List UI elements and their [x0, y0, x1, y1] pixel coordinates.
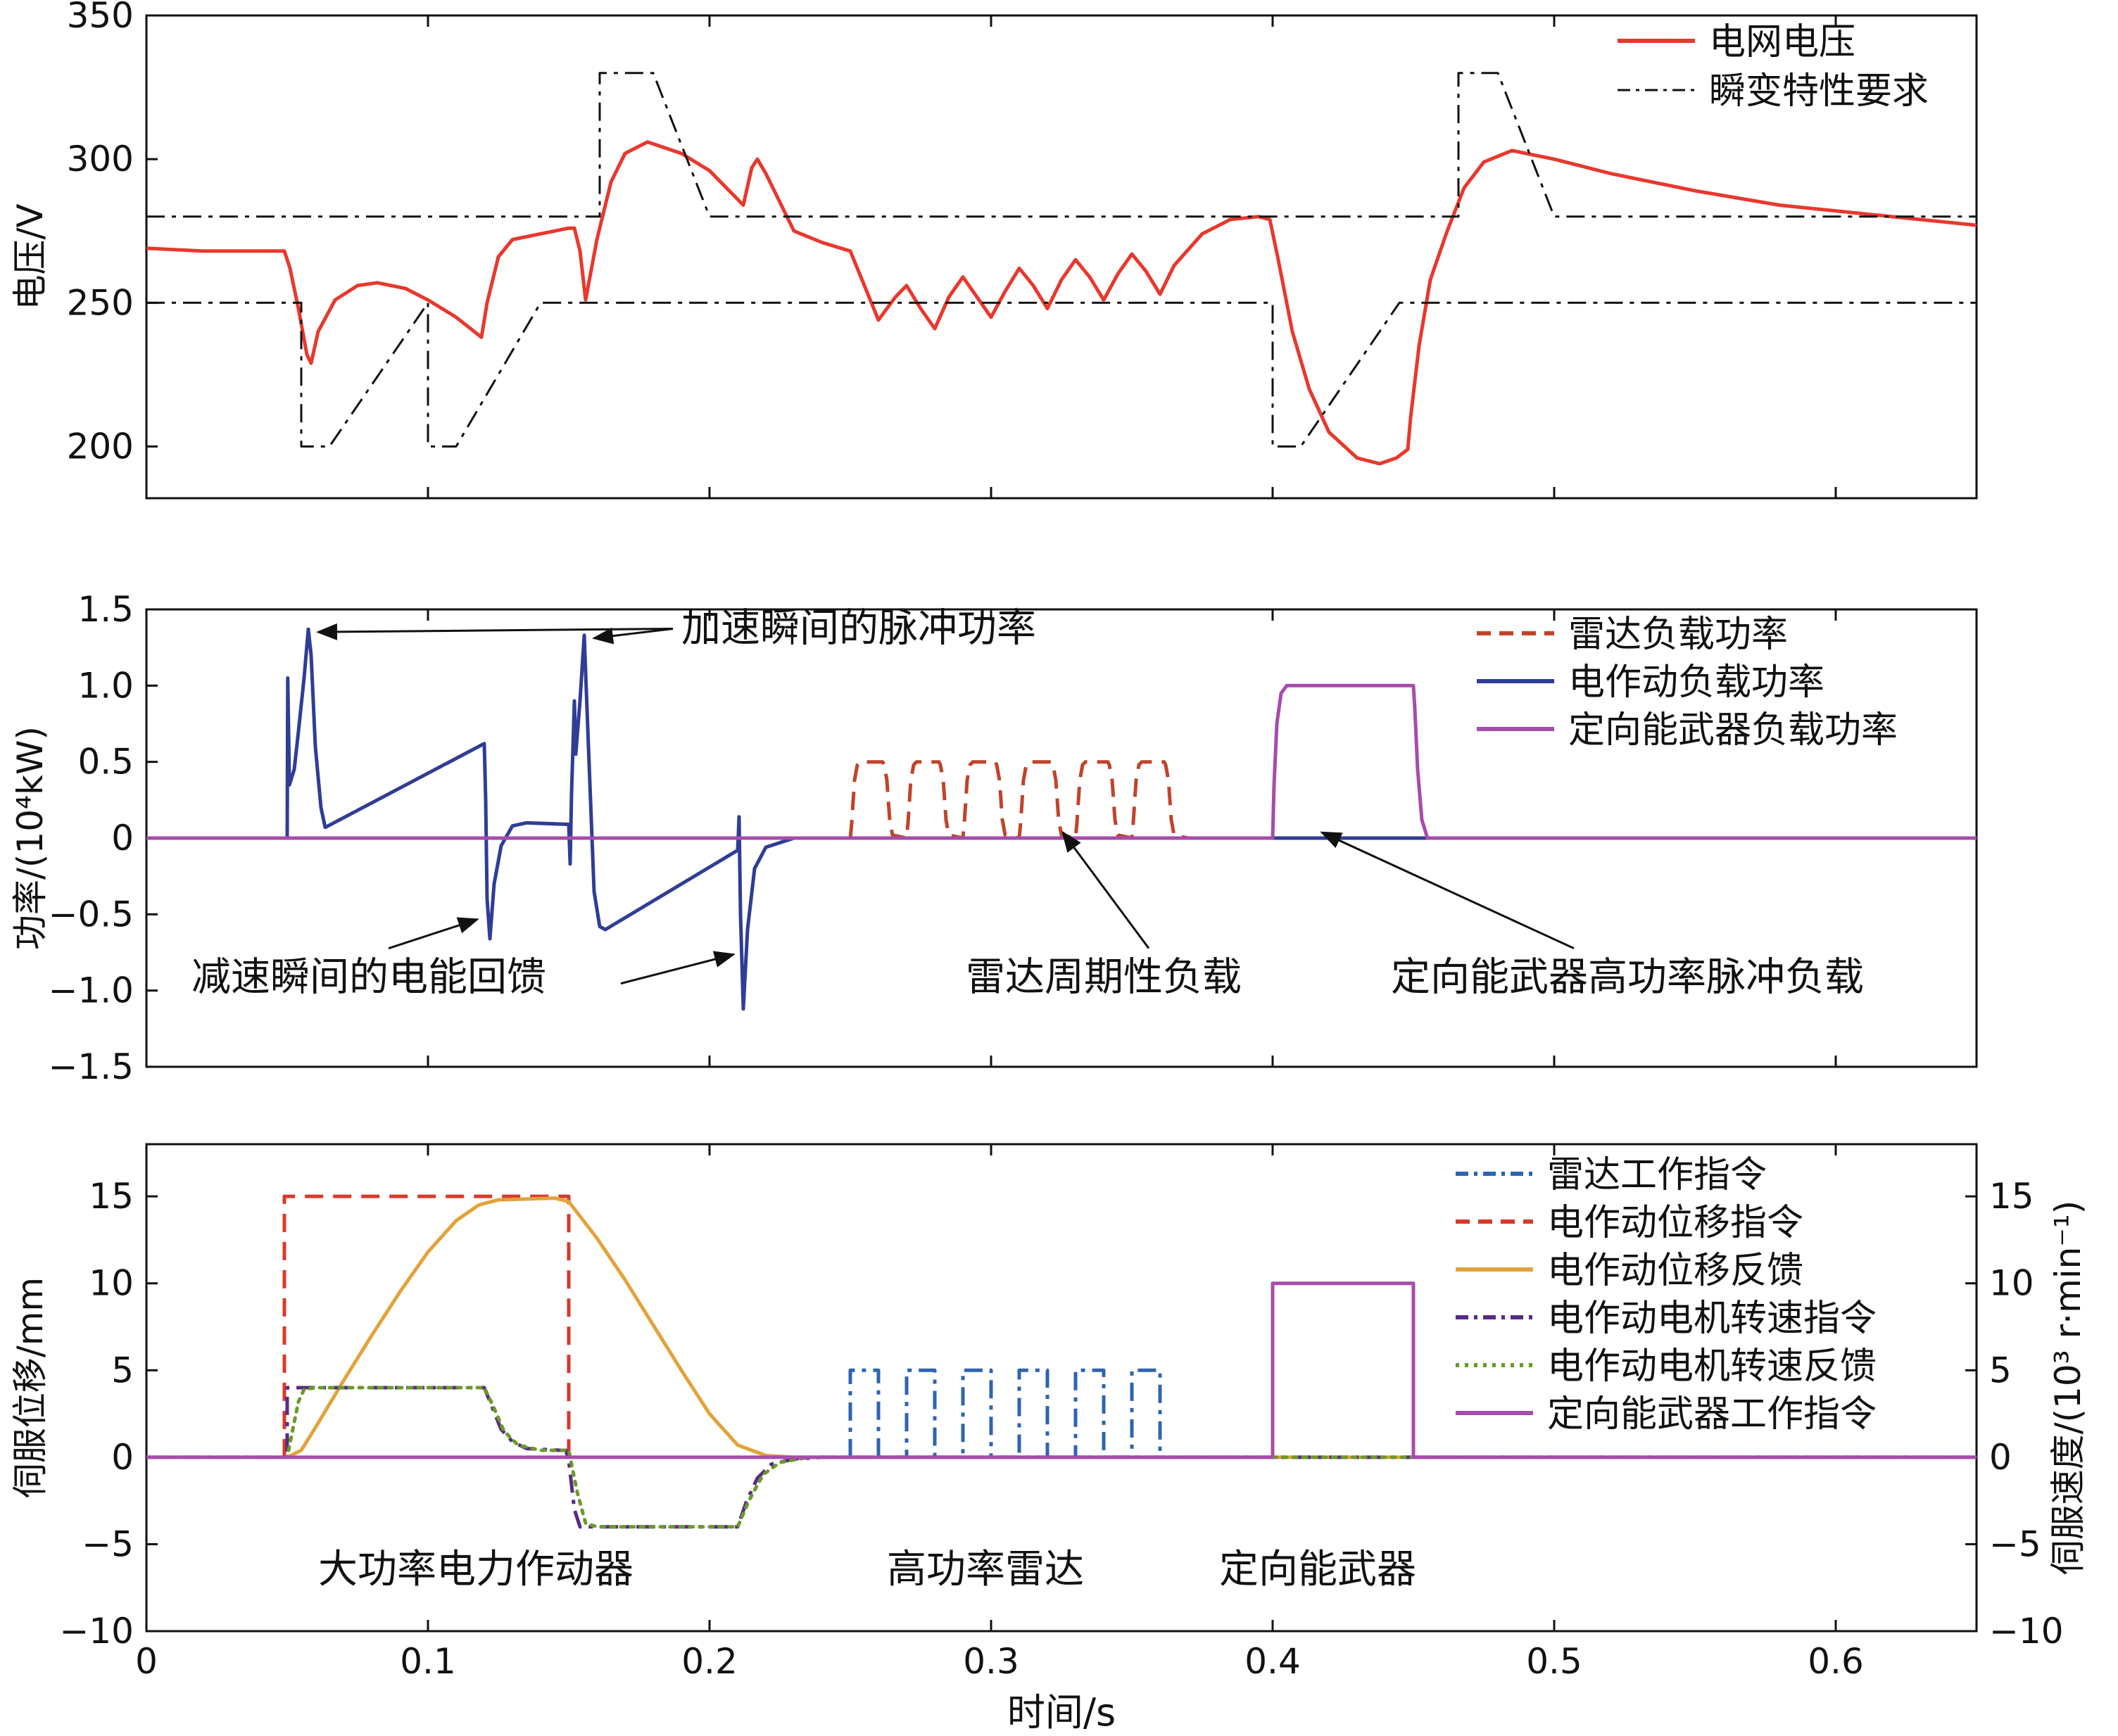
legend-label: 电作动位移指令 — [1547, 1202, 1803, 1244]
series-line-定向能武器负载功率 — [146, 683, 1977, 840]
series-line-瞬变特性要求 — [146, 72, 1977, 218]
annotation-text: 高功率雷达 — [887, 1547, 1084, 1592]
y-axis-label: 电压/V — [10, 203, 51, 310]
annotation-arrow — [592, 627, 674, 645]
y-right-tick-label: 0 — [1989, 1437, 2012, 1478]
series-line-定向能武器工作指令 — [146, 1281, 1977, 1459]
y-tick-label: 15 — [89, 1176, 134, 1217]
annotation-arrow — [388, 917, 479, 950]
legend-label: 雷达负载功率 — [1568, 614, 1788, 656]
y-tick-label: 300 — [67, 139, 134, 179]
x-tick-label: 0.3 — [963, 1641, 1019, 1682]
annotation-text: 大功率电力作动器 — [318, 1547, 633, 1592]
y-right-tick-label: −5 — [1989, 1523, 2041, 1564]
legend-label: 定向能武器工作指令 — [1547, 1393, 1877, 1436]
legend-label: 电网电压 — [1709, 21, 1855, 63]
y-tick-label: −1.5 — [49, 1046, 134, 1087]
legend-label: 电作动位移反馈 — [1547, 1250, 1803, 1292]
y-tick-label: 5 — [111, 1350, 134, 1390]
y-tick-label: −10 — [59, 1611, 134, 1652]
plot-frame — [145, 14, 1978, 500]
x-tick-label: 0.5 — [1526, 1641, 1582, 1682]
annotation-text: 定向能武器高功率脉冲负载 — [1391, 955, 1864, 1001]
y-axis-label: 伺服位移/mm — [10, 1277, 51, 1498]
series-line-requirement-lower — [146, 301, 1977, 448]
y-tick-label: 0 — [111, 818, 134, 859]
plot-frame — [145, 1143, 1978, 1633]
x-tick-label: 0.4 — [1244, 1641, 1301, 1682]
y-right-tick-label: 5 — [1989, 1350, 2012, 1390]
y-tick-label: 1.5 — [77, 589, 134, 630]
y-tick-label: 10 — [89, 1263, 134, 1304]
y-tick-label: 250 — [67, 282, 134, 323]
y-axis-label-right: 伺服速度/(10³ r·min⁻¹) — [2048, 1200, 2088, 1576]
series-line-雷达工作指令 — [848, 1368, 1162, 1459]
x-tick-label: 0.1 — [400, 1641, 456, 1682]
y-tick-label: 350 — [67, 0, 134, 36]
y-tick-label: 200 — [67, 426, 134, 467]
series-line-电作动电机转速反馈 — [146, 1386, 1977, 1529]
annotation-text: 加速瞬间的脉冲功率 — [681, 606, 1036, 652]
legend-label: 雷达工作指令 — [1547, 1154, 1767, 1196]
y-right-tick-label: 15 — [1989, 1176, 2034, 1217]
panel-1 — [145, 14, 1978, 500]
y-tick-label: 0.5 — [77, 742, 134, 783]
legend-label: 瞬变特性要求 — [1709, 70, 1929, 113]
legend-label: 电作动电机转速反馈 — [1547, 1345, 1877, 1388]
y-tick-label: −1.0 — [49, 970, 134, 1011]
panel-2 — [145, 608, 1978, 1068]
y-tick-label: 0 — [111, 1437, 134, 1478]
y-axis-label: 功率/(10⁴kW) — [10, 726, 51, 950]
series-line-电作动负载功率 — [146, 627, 1977, 1011]
panel-3 — [145, 1143, 1978, 1633]
annotation-text: 雷达周期性负载 — [966, 955, 1242, 1001]
x-tick-label: 0 — [135, 1641, 158, 1682]
annotation-arrow — [1061, 830, 1150, 949]
series-line-电网电压 — [146, 140, 1977, 466]
x-axis-label: 时间/s — [1007, 1690, 1116, 1735]
legend-label: 电作动电机转速指令 — [1547, 1298, 1877, 1340]
series-line-电作动位移反馈 — [286, 1196, 1977, 1459]
legend-label: 定向能武器负载功率 — [1568, 709, 1898, 752]
series-line-电作动位移指令 — [282, 1194, 571, 1457]
y-tick-label: −5 — [82, 1523, 134, 1564]
annotation-arrow — [316, 623, 674, 640]
x-tick-label: 0.2 — [681, 1641, 738, 1682]
y-tick-label: 1.0 — [77, 665, 134, 706]
y-right-tick-label: −10 — [1989, 1611, 2064, 1652]
legend-label: 电作动负载功率 — [1568, 661, 1824, 704]
annotation-text: 定向能武器 — [1219, 1547, 1416, 1592]
x-tick-label: 0.6 — [1808, 1641, 1864, 1682]
annotation-arrow — [620, 951, 736, 985]
annotation-arrow — [1320, 831, 1575, 950]
y-right-tick-label: 10 — [1989, 1263, 2034, 1304]
annotation-text: 减速瞬间的电能回馈 — [191, 955, 546, 1001]
y-tick-label: −0.5 — [49, 894, 134, 934]
series-line-雷达负载功率 — [848, 760, 1189, 840]
